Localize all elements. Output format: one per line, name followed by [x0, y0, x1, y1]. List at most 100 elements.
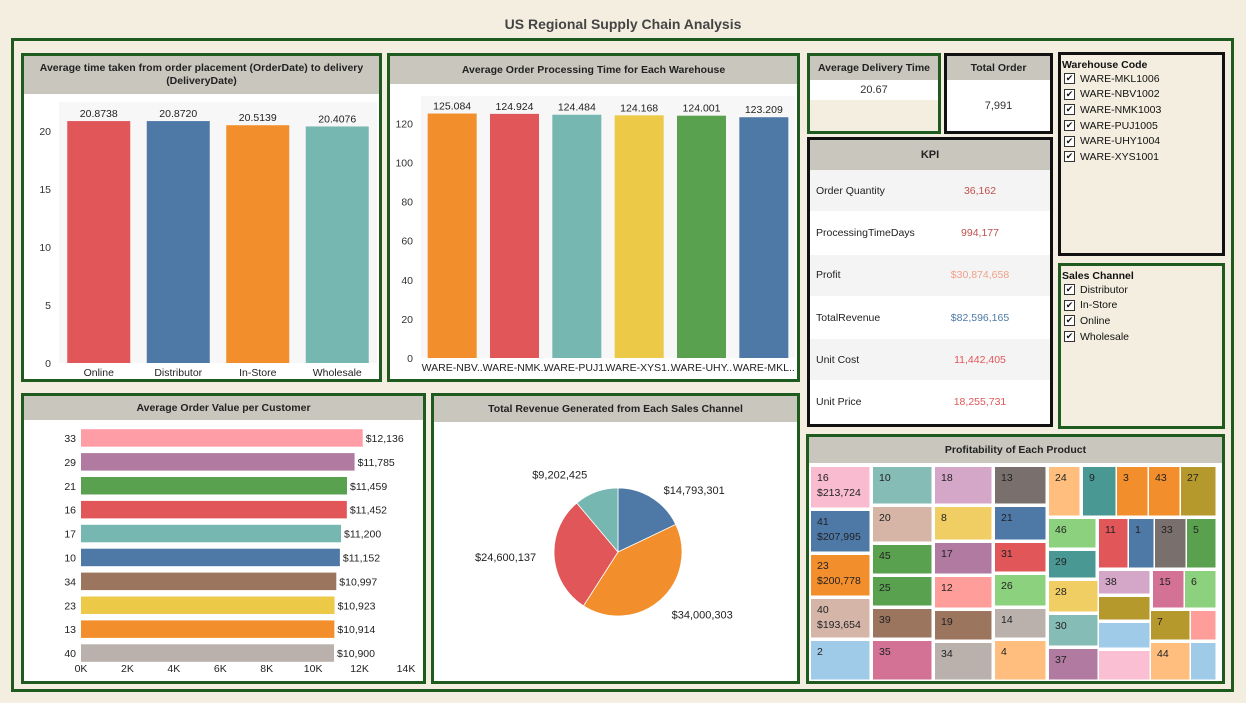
checkbox-checked-icon[interactable]: ✔ [1064, 284, 1075, 296]
pie-slice[interactable] [582, 523, 683, 617]
filter-option[interactable]: ✔ Online [1061, 313, 1222, 329]
pie-slice[interactable] [617, 487, 677, 553]
treemap-tile[interactable] [1083, 467, 1116, 516]
treemap-tile[interactable] [1187, 519, 1216, 568]
bar[interactable] [614, 115, 664, 359]
treemap-tile[interactable] [1099, 597, 1150, 620]
filter-option[interactable]: ✔ WARE-NBV1002 [1061, 87, 1222, 103]
treemap-tile[interactable] [1185, 571, 1216, 608]
bar[interactable] [677, 115, 726, 359]
tile-label: 15 [1159, 576, 1171, 588]
treemap-tile[interactable] [995, 467, 1046, 504]
filter-option[interactable]: ✔ WARE-PUJ1005 [1061, 118, 1222, 134]
treemap-tile[interactable] [995, 575, 1046, 606]
checkbox-checked-icon[interactable]: ✔ [1064, 135, 1075, 147]
treemap-tile[interactable] [935, 643, 992, 680]
bar[interactable] [81, 620, 335, 638]
treemap-tile[interactable] [935, 467, 992, 504]
treemap-tile[interactable] [811, 467, 870, 508]
treemap-tile[interactable] [873, 507, 932, 542]
filter-option[interactable]: ✔ Wholesale [1061, 329, 1222, 345]
bar[interactable] [81, 429, 363, 447]
treemap-tile[interactable] [1191, 643, 1216, 680]
bar[interactable] [146, 121, 210, 363]
checkbox-checked-icon[interactable]: ✔ [1064, 73, 1075, 85]
treemap-tile[interactable] [1151, 643, 1190, 680]
filter-option[interactable]: ✔ Distributor [1061, 282, 1222, 298]
treemap-tile[interactable] [811, 599, 870, 638]
treemap-tile[interactable] [811, 641, 870, 680]
treemap-tile[interactable] [873, 577, 932, 606]
bar[interactable] [81, 500, 347, 519]
kpi-value: 36,162 [963, 184, 997, 197]
treemap-tile[interactable] [1151, 611, 1190, 640]
bar[interactable] [67, 121, 131, 363]
bar[interactable] [81, 453, 355, 471]
tile-label: 30 [1055, 620, 1067, 632]
filter-option-label: WARE-NMK1003 [1080, 103, 1162, 116]
checkbox-checked-icon[interactable]: ✔ [1064, 299, 1075, 311]
treemap-tile[interactable] [1153, 571, 1184, 608]
treemap-tile[interactable] [995, 641, 1046, 680]
kpi-label: ProcessingTimeDays [816, 226, 915, 239]
treemap-tile[interactable] [935, 611, 992, 640]
checkbox-checked-icon[interactable]: ✔ [1064, 104, 1075, 116]
pie-slice[interactable] [576, 487, 619, 554]
bar[interactable] [81, 477, 348, 495]
filter-option[interactable]: ✔ WARE-MKL1006 [1061, 71, 1222, 87]
kpi-value: 11,442,405 [954, 353, 1006, 366]
bar[interactable] [552, 114, 602, 359]
treemap-tile[interactable] [1155, 519, 1186, 568]
treemap-tile[interactable] [995, 507, 1046, 540]
y-tick-label: 40 [64, 648, 76, 660]
treemap-tile[interactable] [873, 609, 932, 638]
pie-slice[interactable] [553, 502, 619, 607]
bar[interactable] [226, 125, 290, 363]
treemap-tile[interactable] [1149, 467, 1180, 516]
filter-option[interactable]: ✔ WARE-NMK1003 [1061, 102, 1222, 118]
treemap-tile[interactable] [935, 577, 992, 608]
checkbox-checked-icon[interactable]: ✔ [1064, 315, 1075, 327]
treemap-tile[interactable] [1049, 581, 1098, 612]
treemap-tile[interactable] [1099, 571, 1150, 594]
treemap-tile[interactable] [995, 543, 1046, 572]
treemap-tile[interactable] [1117, 467, 1148, 516]
tile-label: 39 [879, 614, 891, 626]
treemap-tile[interactable] [1129, 519, 1154, 568]
bar[interactable] [81, 644, 335, 662]
treemap-tile[interactable] [873, 641, 932, 680]
treemap-tile[interactable] [873, 467, 932, 504]
filter-option[interactable]: ✔ WARE-UHY1004 [1061, 133, 1222, 149]
treemap-tile[interactable] [1099, 623, 1150, 648]
treemap-tile[interactable] [1049, 551, 1096, 578]
bar[interactable] [427, 113, 477, 358]
bar[interactable] [490, 113, 539, 358]
treemap-tile[interactable] [1181, 467, 1216, 516]
treemap-tile[interactable] [1191, 611, 1216, 640]
treemap-tile[interactable] [1099, 651, 1150, 680]
treemap-tile[interactable] [811, 555, 870, 596]
treemap-tile[interactable] [1099, 519, 1128, 568]
treemap-tile[interactable] [935, 543, 992, 574]
bar[interactable] [81, 572, 337, 591]
checkbox-checked-icon[interactable]: ✔ [1064, 88, 1075, 100]
treemap-tile[interactable] [1049, 615, 1098, 646]
treemap-tile[interactable] [1049, 519, 1096, 548]
bar[interactable] [739, 117, 789, 358]
treemap-tile[interactable] [1049, 649, 1098, 680]
treemap-tile[interactable] [873, 545, 932, 574]
checkbox-checked-icon[interactable]: ✔ [1064, 331, 1075, 343]
checkbox-checked-icon[interactable]: ✔ [1064, 151, 1075, 163]
filter-option[interactable]: ✔ In-Store [1061, 298, 1222, 314]
y-tick-label: 33 [64, 433, 76, 445]
bar[interactable] [81, 524, 341, 543]
bar[interactable] [305, 126, 369, 363]
treemap-tile[interactable] [1049, 467, 1080, 516]
filter-option[interactable]: ✔ WARE-XYS1001 [1061, 149, 1222, 165]
bar[interactable] [81, 596, 335, 615]
bar[interactable] [81, 548, 340, 567]
treemap-tile[interactable] [811, 511, 870, 552]
checkbox-checked-icon[interactable]: ✔ [1064, 120, 1075, 132]
treemap-tile[interactable] [995, 609, 1046, 638]
treemap-tile[interactable] [935, 507, 992, 540]
